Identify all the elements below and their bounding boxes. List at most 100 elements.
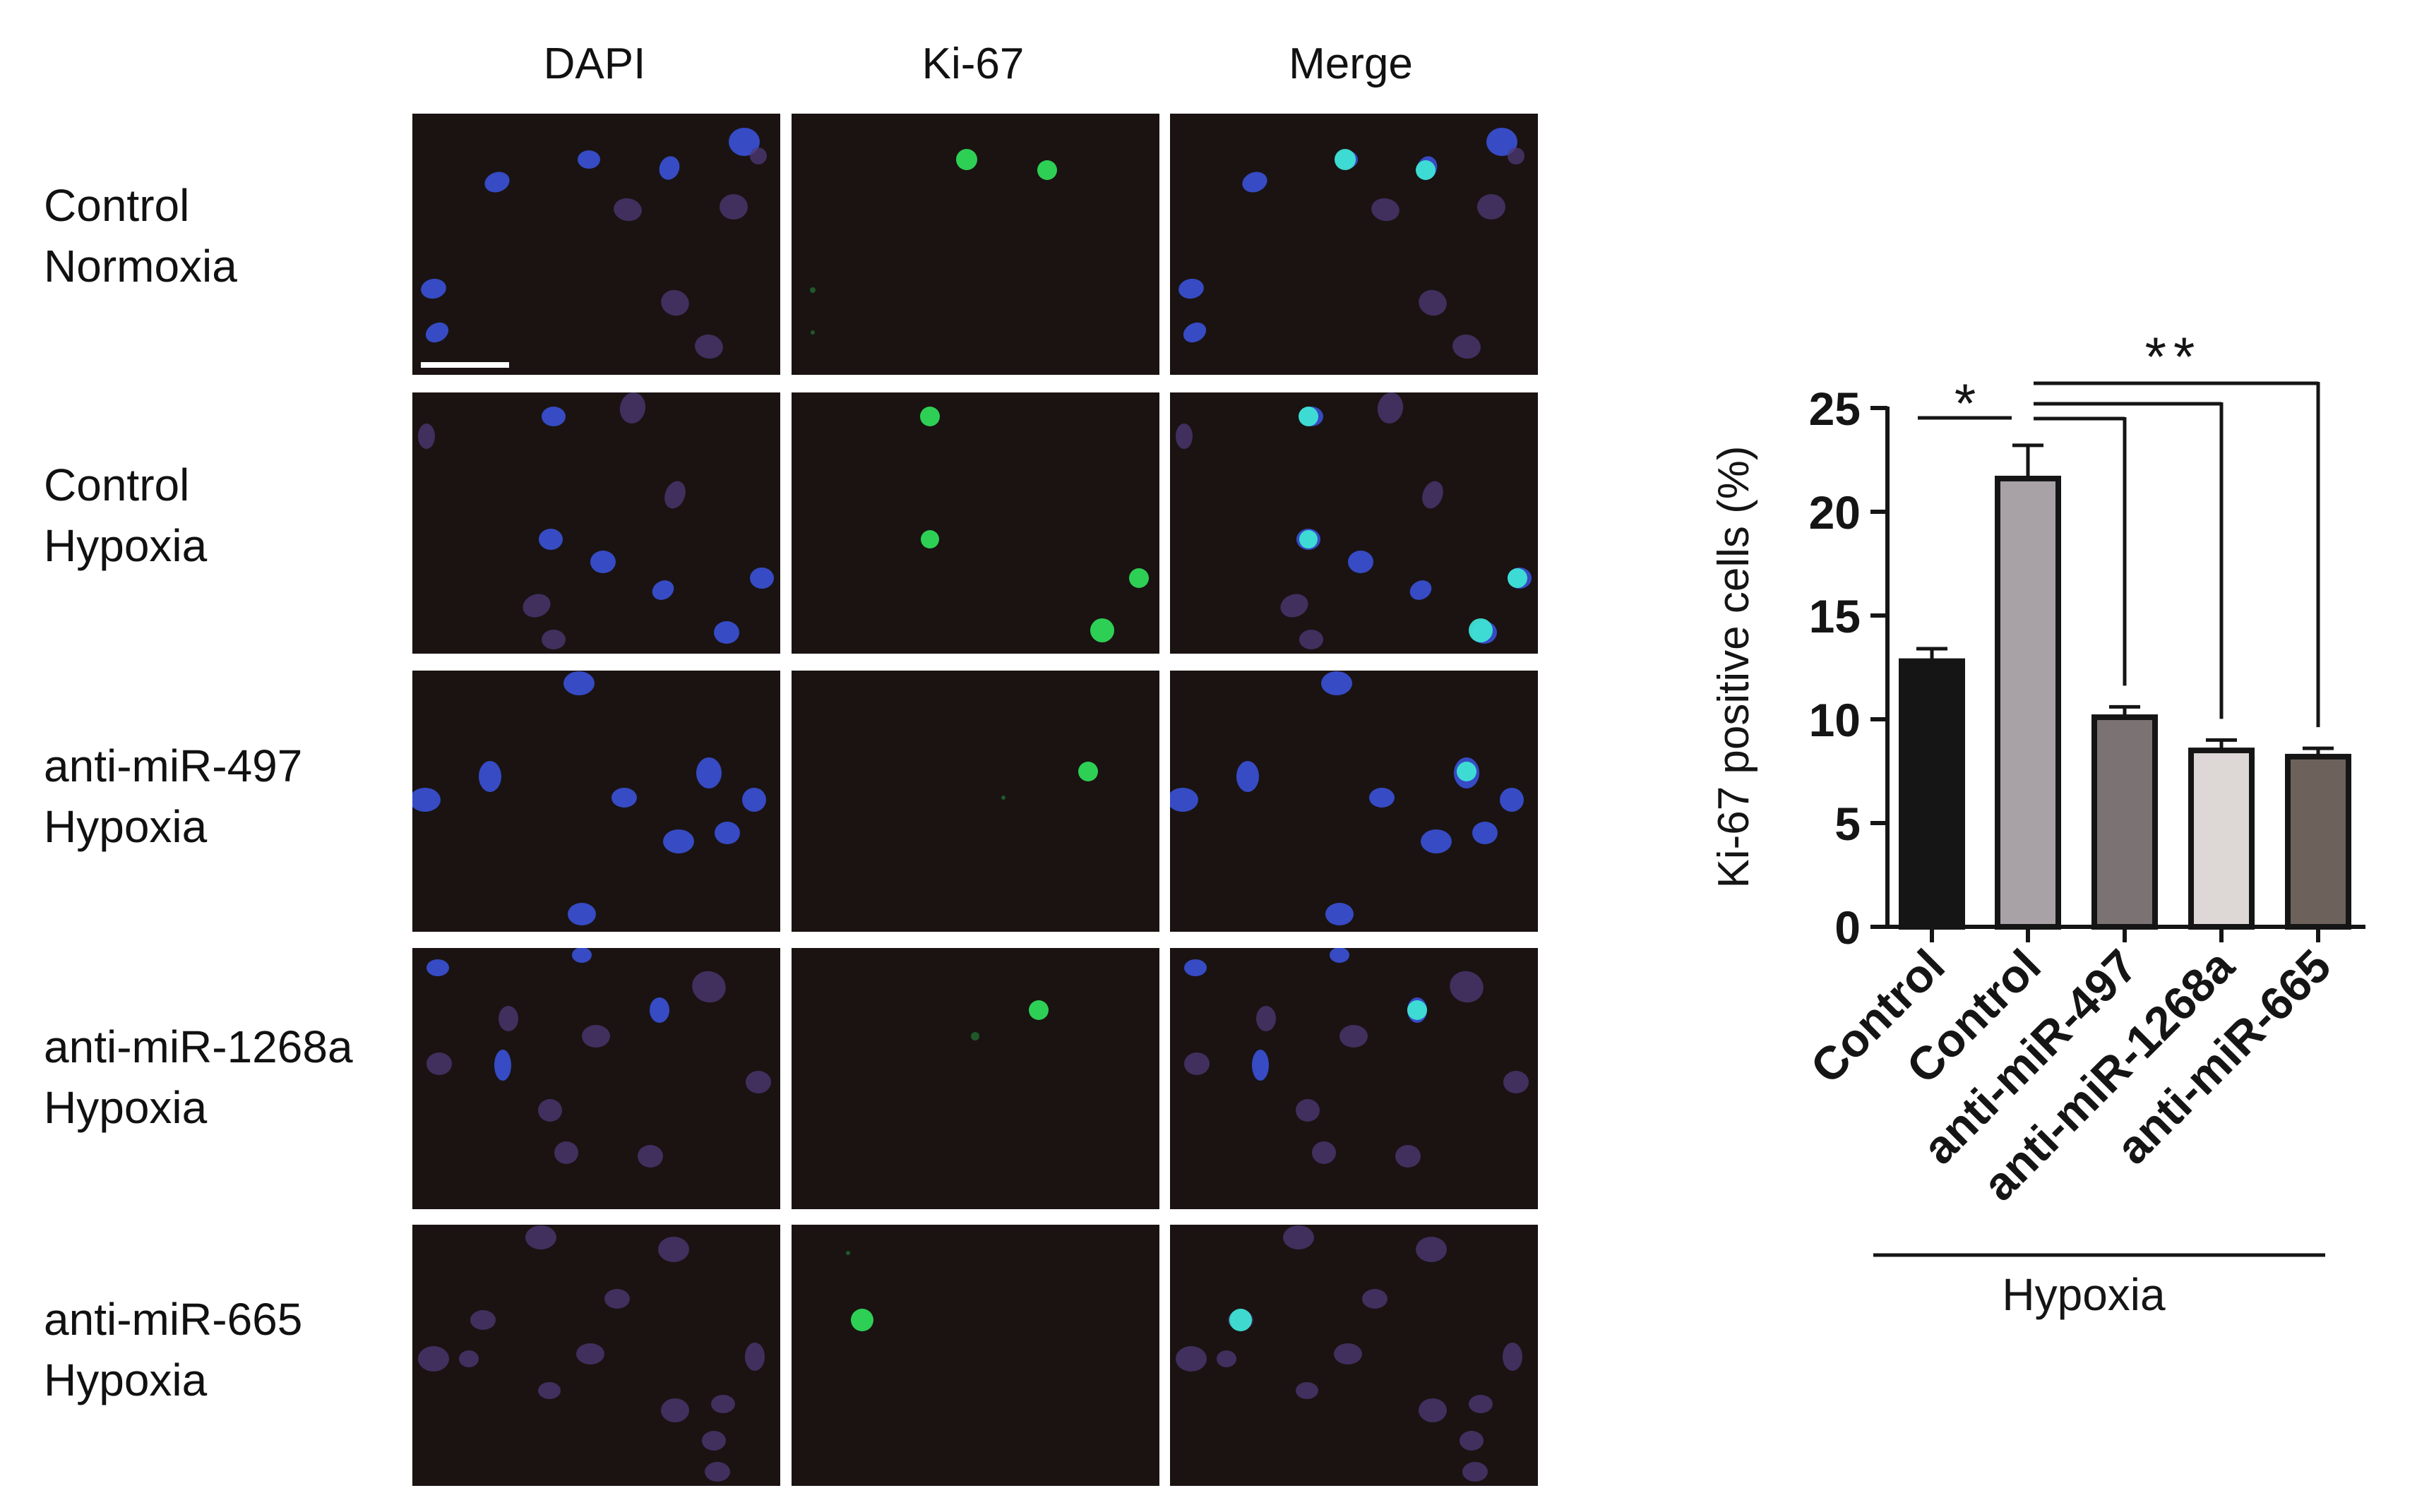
micrograph-image	[412, 671, 766, 925]
x-tick-label: Control	[1801, 940, 1955, 1093]
nucleus-shape	[1362, 1289, 1387, 1309]
micrograph-image	[1184, 948, 1529, 1168]
micrograph-image	[846, 1251, 873, 1331]
nucleus-shape	[459, 1350, 479, 1367]
nucleus-shape	[1312, 1141, 1336, 1164]
nucleus-shape	[750, 568, 774, 589]
nucleus-shape	[576, 1343, 604, 1364]
row-label-line2: Normoxia	[44, 241, 237, 292]
micrograph-image	[418, 392, 774, 649]
row-label-line1: anti-miR-497	[44, 740, 303, 791]
nucleus-shape	[572, 948, 592, 963]
nucleus-shape	[745, 1343, 765, 1371]
nucleus-shape	[582, 1025, 610, 1048]
nucleus-shape	[1422, 481, 1443, 509]
nucleus-shape	[1299, 630, 1323, 649]
nucleus-shape	[619, 392, 646, 424]
row-label-line2: Hypoxia	[44, 1355, 208, 1405]
nucleus-shape	[664, 481, 686, 509]
nucleus-shape	[658, 1237, 689, 1262]
nucleus-shape	[702, 1431, 726, 1451]
nucleus-shape	[542, 630, 566, 649]
column-header-merge: Merge	[1289, 40, 1413, 88]
ki67-spot-shape	[956, 149, 977, 170]
nucleus-shape	[720, 194, 748, 220]
micrograph-image	[971, 1000, 1049, 1040]
nucleus-shape	[499, 1006, 518, 1031]
nucleus-shape	[1283, 1225, 1314, 1249]
micrograph-panel-row3-dapi	[412, 671, 780, 932]
nucleus-shape	[525, 1225, 556, 1249]
micrograph-panel-row5-merge	[1170, 1225, 1538, 1486]
y-tick-label: 10	[1809, 694, 1861, 746]
nucleus-shape	[1170, 788, 1198, 812]
nucleus-shape	[1339, 1025, 1368, 1048]
nucleus-shape	[1371, 198, 1400, 222]
nucleus-shape	[1184, 1052, 1210, 1075]
micrograph-image	[810, 149, 1057, 335]
bar	[2091, 714, 2158, 930]
column-header-ki67: Ki-67	[921, 40, 1025, 88]
micrograph-panel-row1-merge	[1170, 114, 1538, 375]
micrograph-image	[418, 1225, 765, 1482]
nucleus-shape	[696, 757, 722, 788]
nucleus-shape	[729, 128, 760, 156]
nucleus-shape	[746, 1071, 771, 1093]
nucleus-shape	[470, 1310, 496, 1330]
micrograph-panel-row4-ki67	[792, 948, 1159, 1209]
nucleus-shape	[1469, 1395, 1493, 1413]
row-label-line1: Control	[44, 180, 190, 231]
nucleus-shape	[539, 529, 563, 550]
ki67-spot-shape	[1457, 762, 1476, 781]
micrograph-image	[1178, 128, 1524, 359]
nucleus-shape	[412, 788, 441, 812]
column-header-dapi: DAPI	[543, 40, 646, 88]
nucleus-shape	[554, 1141, 578, 1164]
micrograph-panel-row3-merge	[1170, 671, 1538, 932]
bar	[1995, 475, 2061, 930]
ki67-spot-shape	[1416, 160, 1436, 180]
nucleus-shape	[1280, 594, 1308, 618]
nucleus-shape	[715, 822, 740, 844]
nucleus-shape	[479, 761, 501, 792]
ki67-faint-signal	[846, 1251, 850, 1255]
nucleus-shape	[1176, 1346, 1207, 1372]
y-tick-label: 0	[1834, 901, 1861, 954]
nucleus-shape	[425, 322, 449, 343]
row-label-line1: anti-miR-665	[44, 1294, 303, 1345]
group-label: Hypoxia	[2002, 1269, 2166, 1320]
nucleus-shape	[1348, 551, 1373, 573]
nucleus-shape	[1325, 903, 1354, 925]
nucleus-shape	[538, 1382, 561, 1399]
row-label-line2: Hypoxia	[44, 520, 208, 571]
y-axis-label: Ki-67 positive cells (%)	[1709, 445, 1758, 888]
nucleus-shape	[421, 278, 446, 299]
ki67-spot-shape	[1129, 568, 1149, 588]
nucleus-shape	[1184, 959, 1207, 976]
nucleus-shape	[1419, 1398, 1447, 1422]
nucleus-shape	[705, 1462, 730, 1482]
nucleus-shape	[1450, 971, 1484, 1003]
micrograph-panel-row2-dapi	[412, 392, 780, 654]
nucleus-shape	[1178, 278, 1204, 299]
micrograph-image	[421, 128, 767, 359]
nucleus-shape	[1334, 1343, 1362, 1364]
significance-label: **	[2145, 325, 2202, 388]
nucleus-shape	[661, 289, 689, 316]
nucleus-shape	[426, 959, 449, 976]
bar	[1899, 658, 1965, 930]
nucleus-shape	[1486, 128, 1517, 156]
x-tick-label: Control	[1897, 940, 2051, 1093]
nucleus-shape	[542, 407, 566, 426]
nucleus-shape	[418, 1346, 449, 1372]
nucleus-shape	[523, 594, 551, 618]
ki67-spot-shape	[1078, 762, 1098, 781]
ki67-faint-signal	[811, 330, 815, 335]
nucleus-shape	[1252, 1050, 1269, 1081]
micrograph-panel-row1-ki67	[792, 114, 1159, 375]
nucleus-shape	[1377, 392, 1404, 424]
nucleus-shape	[742, 788, 766, 812]
ki67-spot-shape	[1037, 160, 1057, 180]
significance-label: *	[1955, 372, 1976, 434]
nucleus-shape	[538, 1099, 562, 1122]
